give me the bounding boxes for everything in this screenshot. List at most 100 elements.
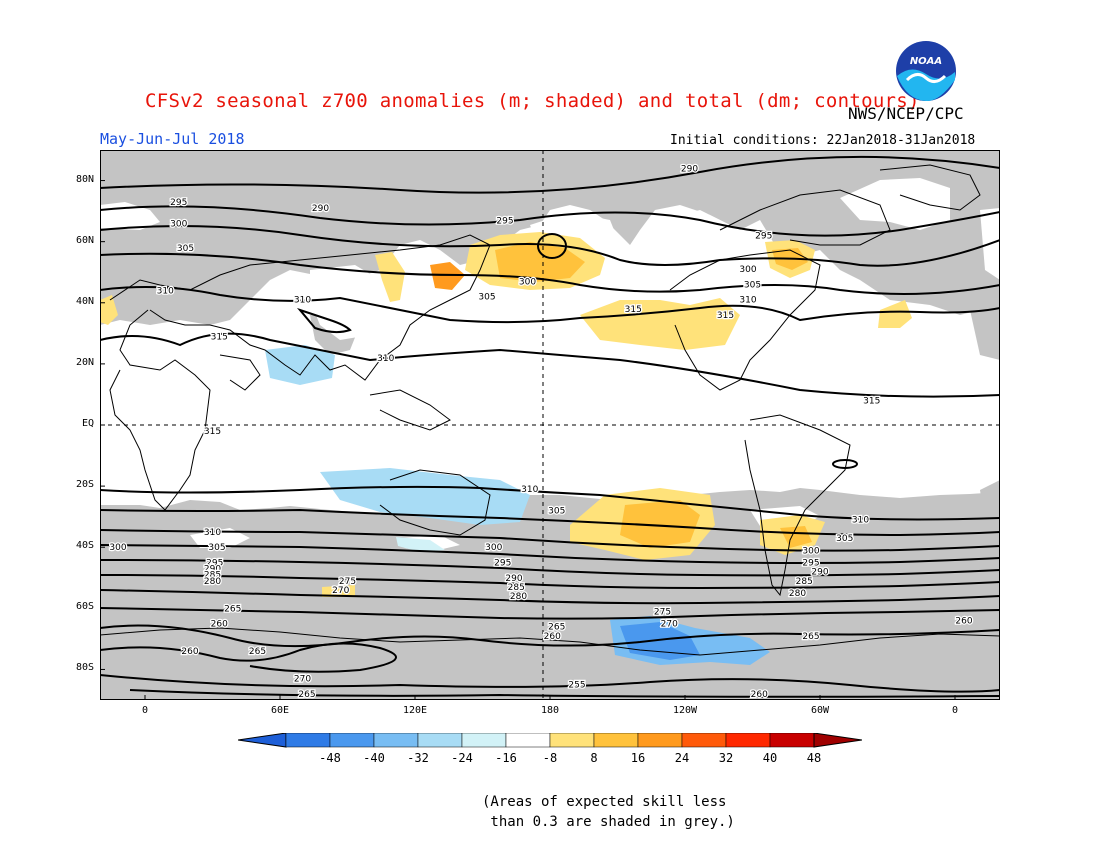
colorbar-tick-label: 40 [762, 751, 778, 765]
contour-label: 310 [852, 516, 869, 526]
colorbar-min-arrow [238, 733, 287, 748]
contour-label: 315 [211, 332, 228, 342]
latitude-label: 80N [75, 173, 94, 185]
contour-label: 295 [206, 559, 223, 569]
colorbar-box [505, 733, 551, 748]
contour-label: 305 [478, 293, 495, 303]
contour-label: 280 [204, 577, 221, 587]
latitude-label: 20S [75, 479, 94, 491]
colorbar-tick-label: 16 [630, 751, 646, 765]
colorbar-box [769, 733, 815, 748]
colorbar-tick-label: 8 [590, 751, 598, 765]
contour-label: 300 [519, 277, 536, 287]
contour-label: 260 [211, 620, 228, 630]
contour-label: 285 [204, 571, 221, 581]
longitude-label: 60E [270, 705, 290, 716]
reference-lines [100, 150, 1000, 700]
contour-label: 255 [568, 681, 585, 691]
contour-label: 290 [204, 565, 221, 575]
contour-label: 290 [811, 568, 828, 578]
anomaly-map: 2902952902953003052953003053103103103003… [100, 150, 1000, 700]
longitude-label: 0 [141, 705, 149, 716]
colorbar-box [725, 733, 771, 748]
colorbar-tick-label: 32 [718, 751, 734, 765]
map-title: CFSv2 seasonal z700 anomalies (m; shaded… [145, 90, 920, 112]
contour-label: 300 [485, 543, 502, 553]
colorbar-box [373, 733, 419, 748]
contour-label: 265 [802, 632, 819, 642]
longitude-label: 0 [951, 705, 959, 716]
contour-label: 310 [294, 296, 311, 306]
skill-note: (Areas of expected skill less than 0.3 a… [482, 794, 735, 830]
latitude-label: 40N [75, 295, 94, 307]
contour-label: 260 [751, 690, 768, 700]
contour-label: 270 [332, 586, 349, 596]
contour-label: 265 [249, 647, 266, 657]
noaa-logo: NOAA [896, 41, 956, 102]
contour-label: 260 [181, 647, 198, 657]
contour-label: 290 [505, 574, 522, 584]
contour-label: 310 [739, 296, 756, 306]
colorbar-tick-label: -16 [495, 751, 517, 765]
colorbar-tick-label: -24 [451, 751, 473, 765]
colorbar-box [285, 733, 331, 748]
contour-label: 305 [744, 280, 761, 290]
contour-label: 305 [208, 543, 225, 553]
longitude-label: 60W [810, 705, 830, 716]
contour-label: 315 [625, 305, 642, 315]
contour-label: 290 [681, 164, 698, 174]
contour-label: 270 [294, 675, 311, 685]
latitude-label: 20N [75, 356, 94, 368]
contour-label: 285 [508, 583, 525, 593]
coastlines [100, 164, 1000, 656]
longitude-ticks [144, 695, 956, 700]
colorbar-box [461, 733, 507, 748]
contour-label: 305 [548, 507, 565, 517]
contour-label: 295 [496, 216, 513, 226]
colorbar-box [417, 733, 463, 748]
colorbar-tick-label: -40 [363, 751, 385, 765]
contour-label: 265 [548, 623, 565, 633]
contour-labels: 2902952902953003052953003053103103103003… [108, 163, 974, 700]
contour-label: 310 [521, 485, 538, 495]
colorbar-box [329, 733, 375, 748]
contour-label: 295 [494, 559, 511, 569]
contour-label: 310 [157, 287, 174, 297]
contour-label: 280 [789, 589, 806, 599]
colorbar-box [637, 733, 683, 748]
colorbar-tick-label: 24 [674, 751, 690, 765]
colorbar-tick-label: -48 [319, 751, 341, 765]
contour-label: 275 [654, 607, 671, 617]
height-contours [100, 155, 1000, 698]
contour-label: 295 [802, 559, 819, 569]
contour-label: 305 [836, 534, 853, 544]
contour-label: 265 [224, 604, 241, 614]
contour-label: 270 [661, 620, 678, 630]
colorbar-box [681, 733, 727, 748]
contour-label: 265 [298, 690, 315, 700]
colorbar-tick-label: 48 [806, 751, 822, 765]
colorbar-tick-label: -8 [542, 751, 558, 765]
contour-label: 315 [717, 311, 734, 321]
colorbar-box [549, 733, 595, 748]
latitude-label: 40S [75, 540, 94, 552]
noaa-logo-text: NOAA [910, 56, 942, 67]
contour-label: 300 [739, 265, 756, 275]
colorbar [238, 733, 862, 748]
contour-label: 285 [796, 577, 813, 587]
latitude-label: 60S [75, 601, 94, 613]
contour-label: 290 [312, 204, 329, 214]
agency-label: NWS/NCEP/CPC [848, 104, 964, 123]
longitude-label: 180 [540, 705, 560, 716]
contour-label: 300 [170, 219, 187, 229]
contour-label: 315 [204, 427, 221, 437]
contour-label: 280 [510, 592, 527, 602]
longitude-label: 120E [402, 705, 428, 716]
contour-label: 275 [339, 577, 356, 587]
contour-label: 260 [955, 617, 972, 627]
colorbar-box [593, 733, 639, 748]
initial-conditions: Initial conditions: 22Jan2018-31Jan2018 [670, 133, 976, 148]
contour-label: 295 [170, 198, 187, 208]
colorbar-tick-label: -32 [407, 751, 429, 765]
contour-label: 300 [802, 546, 819, 556]
